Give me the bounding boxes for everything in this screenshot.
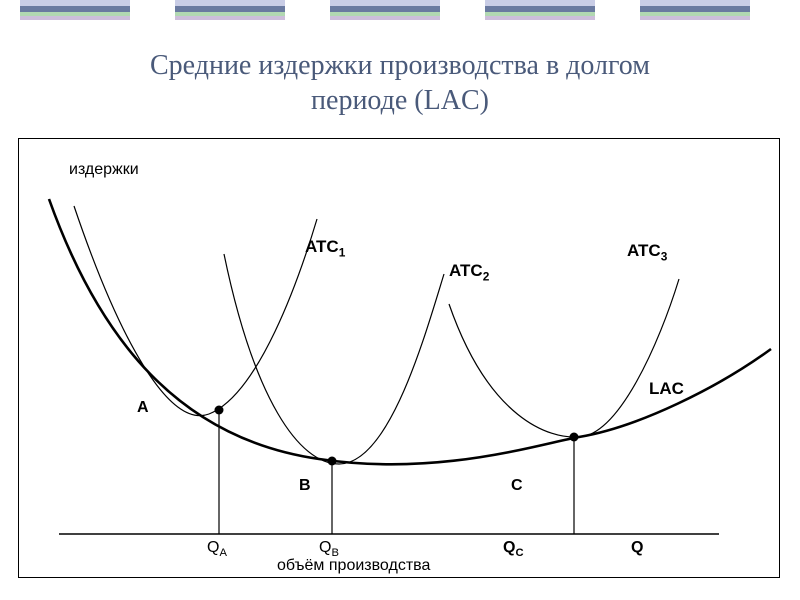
point-a-label: A xyxy=(137,399,149,417)
title-line-2: периоде (LAC) xyxy=(311,85,489,116)
point-c-label: C xyxy=(511,477,523,495)
x-tick-qa: QA xyxy=(207,539,227,559)
x-axis-label: объём производства xyxy=(277,557,430,575)
atc1-label: ATC1 xyxy=(305,237,345,259)
q-axis-label: Q xyxy=(631,539,643,557)
point-b-label: B xyxy=(299,477,311,495)
decorative-top-bar xyxy=(0,0,800,20)
x-tick-qc: QC xyxy=(503,539,524,559)
lac-chart xyxy=(19,139,779,577)
atc2-label: ATC2 xyxy=(449,261,489,283)
title-line-1: Средние издержки производства в долгом xyxy=(150,50,650,81)
atc3-label: ATC3 xyxy=(627,241,667,263)
page-title: Средние издержки производства в долгом п… xyxy=(0,48,800,118)
y-axis-label: издержки xyxy=(69,161,139,179)
chart-frame: издержки ATC1 ATC2 ATC3 LAC A B C QA QB … xyxy=(18,138,780,578)
lac-label: LAC xyxy=(649,379,684,399)
